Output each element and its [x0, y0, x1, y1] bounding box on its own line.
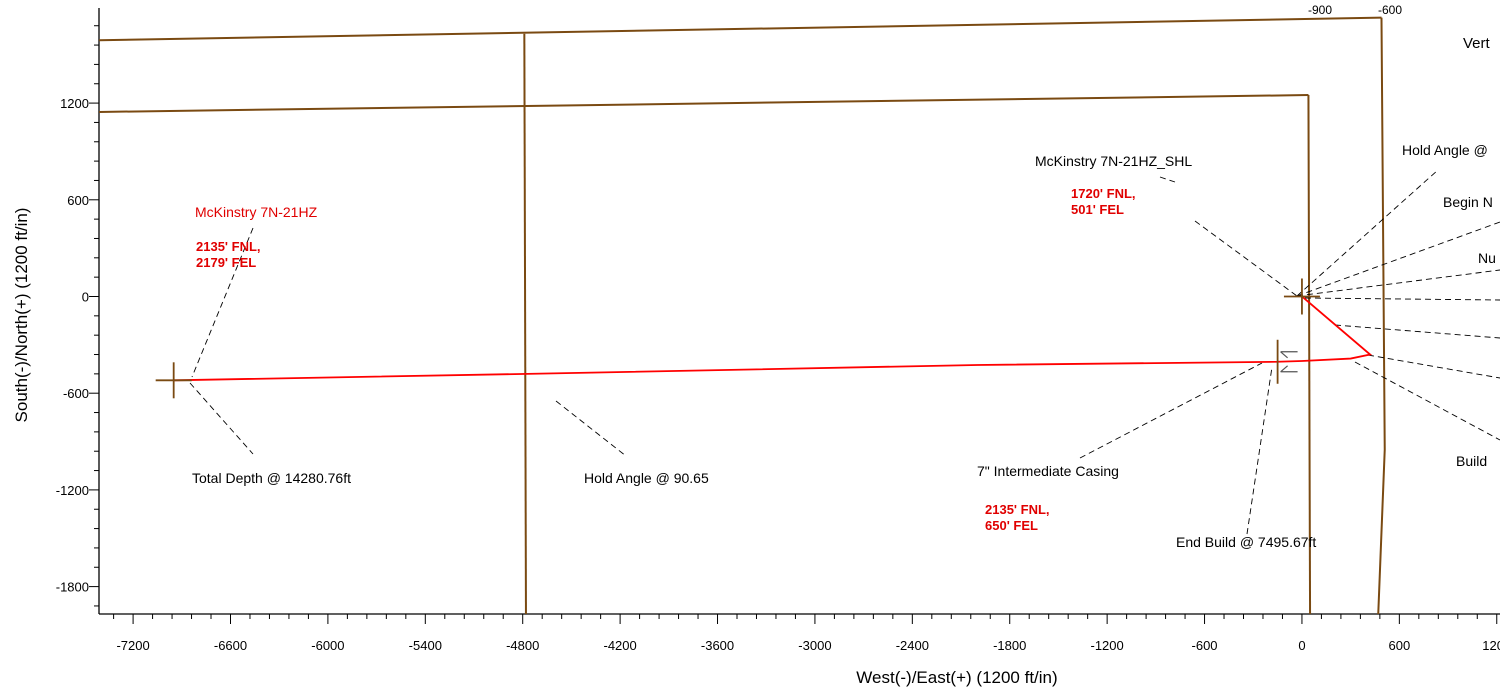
x-tick-label: -4200 — [603, 638, 636, 653]
total-depth-label: Total Depth @ 14280.76ft — [192, 470, 351, 486]
right-vert-label: Vert — [1463, 35, 1491, 52]
leader-line — [191, 227, 254, 378]
y-ticks — [89, 25, 99, 607]
x-tick-label: -1200 — [1091, 638, 1124, 653]
bhl-location-line2: 2179' FEL — [196, 255, 256, 270]
x-tick-labels: -7200 -6600 -6000 -5400 -4800 -4200 -3600 -3000… — [116, 638, 1500, 653]
x-tick-label: -5400 — [409, 638, 442, 653]
leader-lines — [189, 169, 1500, 535]
hold-angle-label: Hold Angle @ 90.65 — [584, 470, 709, 486]
x-tick-label: -3000 — [798, 638, 831, 653]
x-ticks — [113, 614, 1498, 624]
x-tick-label: -1800 — [993, 638, 1026, 653]
casing-marker-shoe — [1280, 351, 1298, 373]
y-axis-title: South(-)/North(+) (1200 ft/in) — [12, 208, 31, 423]
x-axis-title: West(-)/East(+) (1200 ft/in) — [856, 668, 1057, 687]
leader-line — [1296, 269, 1500, 297]
x-tick-label: 600 — [1388, 638, 1410, 653]
leader-line — [1159, 176, 1176, 183]
markers — [155, 278, 1320, 399]
y-tick-label: -600 — [63, 386, 89, 401]
end-build-label: End Build @ 7495.67ft — [1176, 534, 1316, 550]
leader-line — [1296, 221, 1500, 297]
section-lines — [98, 16, 1386, 615]
wellpath-line — [173, 295, 1373, 382]
leader-line — [1079, 362, 1263, 459]
leader-line — [1194, 220, 1298, 297]
section-line — [1307, 95, 1312, 615]
y-tick-label: 0 — [82, 289, 89, 304]
casing-label: 7" Intermediate Casing — [977, 463, 1119, 479]
annotations: McKinstry 7N-21HZ_SHL 1720' FNL, 501' FE… — [192, 35, 1496, 550]
leader-line — [1304, 297, 1500, 301]
shl-location-line1: 1720' FNL, — [1071, 186, 1136, 201]
leader-line — [1246, 366, 1273, 535]
leader-line — [189, 382, 254, 455]
axes: -7200 -6600 -6000 -5400 -4800 -4200 -3600 -3000… — [56, 8, 1500, 653]
leader-line — [1367, 354, 1500, 379]
x-tick-label: -2400 — [896, 638, 929, 653]
wellpath — [173, 295, 1373, 382]
x-tick-label: -3600 — [701, 638, 734, 653]
y-tick-label: 600 — [67, 193, 89, 208]
leader-line — [555, 400, 627, 457]
x-tick-label: -600 — [1192, 638, 1218, 653]
casing-location-line2: 650' FEL — [985, 518, 1038, 533]
section-line — [523, 33, 527, 615]
y-tick-labels: 1200 600 0 -600 -1200 -1800 — [56, 96, 89, 595]
right-begin-label: Begin N — [1443, 194, 1493, 210]
section-line — [1377, 17, 1386, 615]
right-hold-angle-label: Hold Angle @ — [1402, 142, 1488, 158]
top-tick-label-900: -900 — [1308, 3, 1332, 17]
x-tick-label: -7200 — [116, 638, 149, 653]
y-tick-label: -1800 — [56, 580, 89, 595]
section-line — [98, 94, 1309, 113]
x-tick-label: -6600 — [214, 638, 247, 653]
x-tick-label: -6000 — [311, 638, 344, 653]
y-tick-label: 1200 — [60, 96, 89, 111]
top-tick-label-600: -600 — [1378, 3, 1402, 17]
casing-location-line1: 2135' FNL, — [985, 502, 1050, 517]
leader-line — [1296, 169, 1439, 297]
section-line — [98, 16, 1382, 42]
x-tick-label: 0 — [1298, 638, 1305, 653]
x-tick-label: -4800 — [506, 638, 539, 653]
right-nu-label: Nu — [1478, 250, 1496, 266]
leader-line — [1334, 324, 1500, 339]
right-build-label: Build — [1456, 453, 1487, 469]
bhl-location-line1: 2135' FNL, — [196, 239, 261, 254]
shl-location-line2: 501' FEL — [1071, 202, 1124, 217]
shl-name-label: McKinstry 7N-21HZ_SHL — [1035, 153, 1192, 169]
leader-line — [1354, 361, 1500, 441]
x-tick-label: 1200 — [1482, 638, 1500, 653]
y-tick-label: -1200 — [56, 483, 89, 498]
well-name-label: McKinstry 7N-21HZ — [195, 204, 318, 220]
